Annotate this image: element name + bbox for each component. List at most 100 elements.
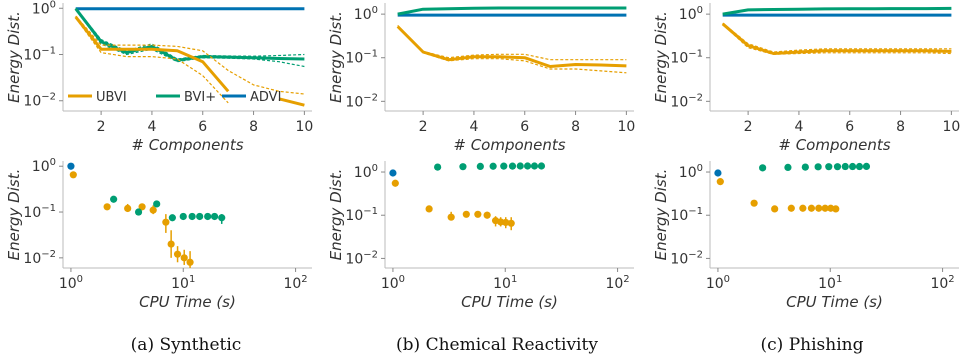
y-tick-label: 100	[354, 163, 378, 181]
bviplus-point	[204, 212, 212, 221]
ubvi-point	[716, 178, 724, 186]
ubvi-point	[462, 210, 470, 218]
panel-a-components-plot: 100 10−1 10−2 2 4 6 8 10 # Components Energy Dist…	[5, 0, 313, 154]
ubvi-point	[149, 206, 157, 214]
ubvi-point	[425, 205, 433, 213]
ubvi-upper-band	[397, 24, 627, 61]
bviplus-point	[784, 163, 792, 171]
bviplus-point	[196, 212, 204, 221]
y-tick-label: 100	[679, 163, 703, 181]
ubvi-point	[391, 179, 399, 187]
bviplus-point	[759, 164, 767, 172]
y-axis-label: Energy Dist.	[652, 11, 670, 103]
legend-label-advi: ADVI	[250, 90, 281, 105]
bviplus-point	[459, 163, 467, 171]
bviplus-point	[110, 195, 118, 203]
x-tick-label: 102	[283, 274, 307, 292]
x-tick-label: 100	[59, 274, 83, 292]
panel-c-components-plot: 100 10−1 10−2 2 4 6 8 10 # Components Energy Dist…	[652, 3, 960, 154]
x-tick-label: 4	[794, 119, 803, 135]
y-axis-label: Energy Dist.	[327, 11, 345, 103]
x-tick-label: 2	[744, 119, 753, 135]
ubvi-line	[74, 15, 305, 107]
y-tick-label: 10−2	[670, 92, 703, 110]
ubvi-point	[186, 258, 194, 266]
ubvi-point	[162, 218, 170, 226]
x-tick-label: 100	[381, 274, 405, 292]
x-tick-label: 101	[493, 274, 517, 292]
ubvi-point	[750, 199, 758, 207]
bviplus-point	[516, 162, 524, 170]
x-tick-label: 2	[419, 119, 428, 135]
bviplus-point	[476, 162, 484, 170]
ubvi-point	[69, 171, 77, 179]
x-axis-label: CPU Time (s)	[139, 293, 236, 311]
x-tick-label: 101	[171, 274, 195, 292]
caption-c: (c) Phishing	[761, 335, 864, 355]
bviplus-line	[722, 6, 952, 16]
ubvi-point	[799, 204, 807, 212]
y-tick-label: 10−2	[23, 92, 56, 110]
x-tick-label: 10	[295, 119, 313, 135]
x-axis-label: # Components	[778, 136, 890, 154]
y-axis-label: Energy Dist.	[5, 169, 23, 261]
y-tick-label: 10−2	[670, 249, 703, 267]
x-tick-label: 6	[845, 119, 854, 135]
x-axis-label: # Components	[453, 136, 565, 154]
bviplus-point	[825, 163, 833, 171]
bviplus-line	[397, 6, 627, 16]
bviplus-point	[814, 163, 822, 171]
bviplus-point	[508, 162, 517, 170]
bviplus-point	[489, 162, 497, 170]
legend-label-bviplus: BVI+	[184, 90, 216, 105]
x-tick-label: 10	[942, 119, 960, 135]
bviplus-point	[179, 212, 187, 221]
bviplus-point	[523, 162, 532, 170]
bviplus-point	[848, 162, 857, 171]
ubvi-upper-band	[722, 22, 952, 53]
caption-a: (a) Synthetic	[131, 335, 242, 355]
ubvi-point	[815, 204, 823, 212]
x-tick-label: 8	[896, 119, 905, 135]
y-tick-label: 10−1	[23, 203, 56, 221]
bviplus-point	[862, 162, 871, 170]
y-tick-label: 10−2	[345, 249, 378, 267]
y-tick-label: 100	[679, 5, 703, 23]
y-tick-label: 10−1	[670, 49, 703, 67]
x-tick-label: 4	[147, 119, 156, 135]
ubvi-point	[173, 250, 182, 258]
advi-point	[389, 169, 397, 177]
ubvi-lower-band	[397, 26, 627, 74]
ubvi-point	[103, 203, 111, 211]
y-tick-label: 10−1	[670, 206, 703, 224]
x-tick-label: 10	[617, 119, 635, 135]
x-tick-label: 8	[571, 119, 580, 135]
ubvi-point	[180, 254, 188, 262]
bviplus-point	[833, 163, 842, 171]
x-tick-label: 100	[706, 274, 730, 292]
bviplus-line	[74, 7, 305, 62]
bviplus-point	[134, 208, 143, 216]
x-axis-label: CPU Time (s)	[786, 293, 883, 311]
ubvi-point	[507, 219, 515, 227]
bviplus-point	[188, 212, 196, 221]
bviplus-point	[530, 162, 539, 170]
y-axis-label: Energy Dist.	[652, 169, 670, 261]
x-tick-label: 6	[198, 119, 207, 135]
ubvi-line	[721, 22, 952, 55]
y-tick-label: 100	[32, 0, 56, 17]
x-tick-label: 102	[605, 274, 629, 292]
x-tick-label: 4	[469, 119, 478, 135]
ubvi-point	[138, 203, 146, 211]
y-tick-label: 10−2	[23, 249, 56, 267]
y-axis-label: Energy Dist.	[5, 11, 23, 103]
bviplus-point	[153, 200, 161, 208]
bviplus-point	[841, 162, 849, 171]
bviplus-point	[210, 212, 219, 221]
advi-point	[714, 169, 722, 177]
x-tick-label: 2	[97, 119, 106, 135]
bviplus-point	[434, 163, 442, 171]
y-tick-label: 10−1	[345, 49, 378, 67]
